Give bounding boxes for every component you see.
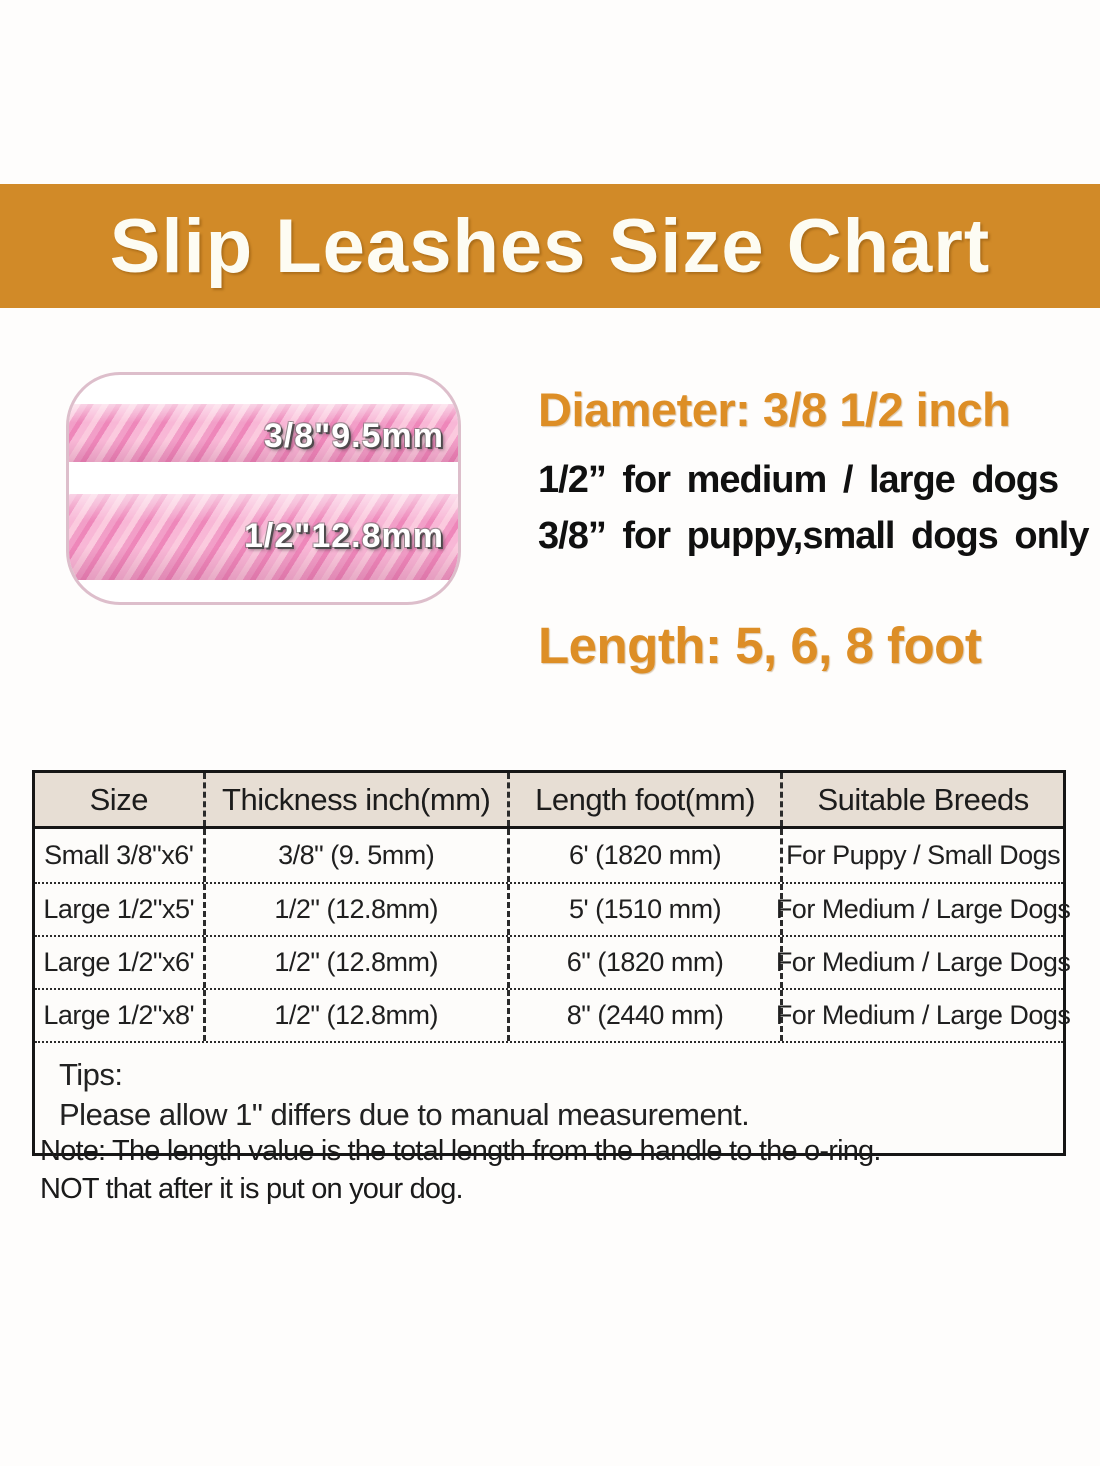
cell-size: Small 3/8"x6': [44, 840, 194, 870]
cell-length: 8" (2440 mm): [506, 990, 780, 1041]
title-banner: Slip Leashes Size Chart: [0, 184, 1100, 308]
cell-length: 5' (1510 mm): [506, 884, 780, 935]
table-row: Large 1/2"x5' 1/2" (12.8mm) 5' (1510 mm)…: [35, 882, 1071, 935]
cell-breeds: For Medium / Large Dogs: [776, 990, 1071, 1041]
table-row: Large 1/2"x6' 1/2" (12.8mm) 6" (1820 mm)…: [35, 935, 1071, 988]
cell-thickness: 1/2" (12.8mm): [202, 937, 507, 988]
table-row: Large 1/2"x8' 1/2" (12.8mm) 8" (2440 mm)…: [35, 988, 1071, 1041]
diameter-note-medium-large: 1/2” for medium / large dogs: [538, 459, 1059, 501]
cell-breeds: For Medium / Large Dogs: [776, 937, 1071, 988]
cell-size: Large 1/2"x6': [43, 947, 195, 977]
thin-rope-label: 3/8"9.5mm: [263, 417, 444, 455]
diameter-note-puppy-small: 3/8” for puppy,small dogs only: [538, 515, 1089, 557]
cell-size: Large 1/2"x8': [43, 1000, 195, 1030]
diameter-heading: Diameter: 3/8 1/2 inch: [538, 383, 1011, 436]
table-row: Small 3/8"x6' 3/8" (9. 5mm) 6' (1820 mm)…: [35, 829, 1063, 882]
column-header-thickness: Thickness inch(mm): [202, 773, 507, 826]
thick-rope-image: [69, 494, 458, 580]
length-note-line1: Note: The length value is the total leng…: [40, 1135, 881, 1167]
tips-text: Please allow 1" differs due to manual me…: [59, 1097, 750, 1132]
cell-thickness: 1/2" (12.8mm): [202, 990, 507, 1041]
page-title: Slip Leashes Size Chart: [109, 203, 991, 289]
column-header-breeds: Suitable Breeds: [780, 773, 1063, 826]
length-heading: Length: 5, 6, 8 foot: [538, 617, 982, 674]
cell-size: Large 1/2"x5': [43, 894, 195, 924]
thin-rope-image: [69, 404, 458, 462]
cell-length: 6' (1820 mm): [506, 829, 780, 882]
tips-section: Tips: Please allow 1" differs due to man…: [35, 1041, 1063, 1153]
tips-label: Tips:: [59, 1057, 123, 1092]
length-note: Note: The length value is the total leng…: [40, 1132, 881, 1208]
column-header-size: Size: [89, 781, 149, 817]
cell-breeds: For Puppy / Small Dogs: [780, 829, 1063, 882]
table-header-row: Size Thickness inch(mm) Length foot(mm) …: [35, 773, 1063, 829]
size-chart-table: Size Thickness inch(mm) Length foot(mm) …: [32, 770, 1071, 1156]
cell-thickness: 1/2" (12.8mm): [202, 884, 507, 935]
cell-length: 6" (1820 mm): [506, 937, 780, 988]
rope-diameter-figure: 3/8"9.5mm 1/2"12.8mm: [66, 372, 461, 605]
thick-rope-label: 1/2"12.8mm: [243, 517, 444, 555]
length-note-line2: NOT that after it is put on your dog.: [40, 1173, 464, 1205]
column-header-length: Length foot(mm): [506, 773, 780, 826]
cell-breeds: For Medium / Large Dogs: [776, 884, 1071, 935]
cell-thickness: 3/8" (9. 5mm): [202, 829, 507, 882]
